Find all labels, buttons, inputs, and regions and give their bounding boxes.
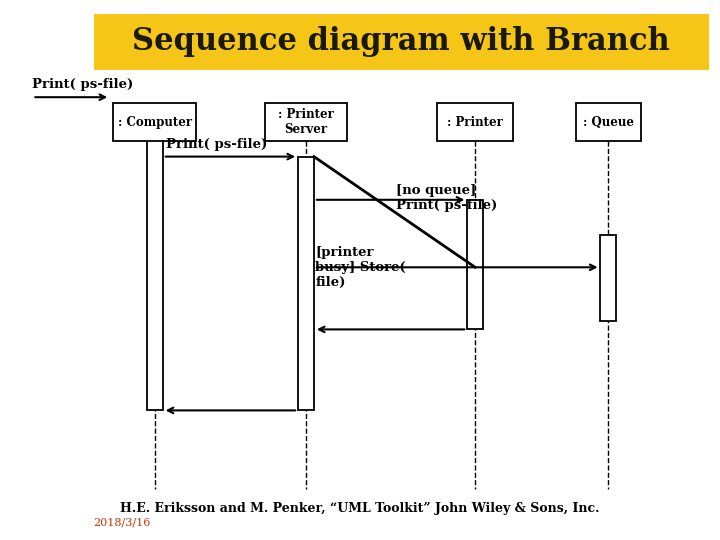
Text: H.E. Eriksson and M. Penker, “UML Toolkit” John Wiley & Sons, Inc.: H.E. Eriksson and M. Penker, “UML Toolki… bbox=[120, 502, 600, 515]
Bar bbox=[467, 200, 483, 329]
Text: : Queue: : Queue bbox=[583, 116, 634, 129]
Text: Sequence diagram with Branch: Sequence diagram with Branch bbox=[132, 26, 670, 57]
Text: : Printer
Server: : Printer Server bbox=[278, 108, 334, 136]
Bar bbox=[114, 103, 196, 141]
Bar bbox=[438, 103, 513, 141]
Text: : Printer: : Printer bbox=[447, 116, 503, 129]
Text: : Computer: : Computer bbox=[118, 116, 192, 129]
Text: Print( ps-file): Print( ps-file) bbox=[166, 138, 267, 151]
Bar bbox=[576, 103, 641, 141]
Bar bbox=[147, 132, 163, 410]
Text: [printer
busy] Store(
file): [printer busy] Store( file) bbox=[315, 246, 406, 289]
Text: [no queue]
Print( ps-file): [no queue] Print( ps-file) bbox=[396, 184, 498, 212]
Bar bbox=[265, 103, 348, 141]
Bar bbox=[94, 14, 709, 70]
Text: Print( ps-file): Print( ps-file) bbox=[32, 78, 134, 91]
Bar bbox=[298, 157, 314, 410]
Bar bbox=[600, 235, 616, 321]
Text: 2018/3/16: 2018/3/16 bbox=[94, 517, 151, 527]
